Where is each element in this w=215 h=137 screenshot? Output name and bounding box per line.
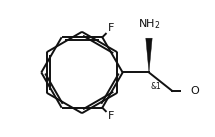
Polygon shape bbox=[146, 38, 152, 72]
Text: F: F bbox=[108, 23, 114, 33]
Text: F: F bbox=[108, 112, 114, 122]
Text: O: O bbox=[191, 86, 200, 96]
Text: NH$_2$: NH$_2$ bbox=[138, 18, 160, 32]
Text: &1: &1 bbox=[150, 82, 161, 91]
